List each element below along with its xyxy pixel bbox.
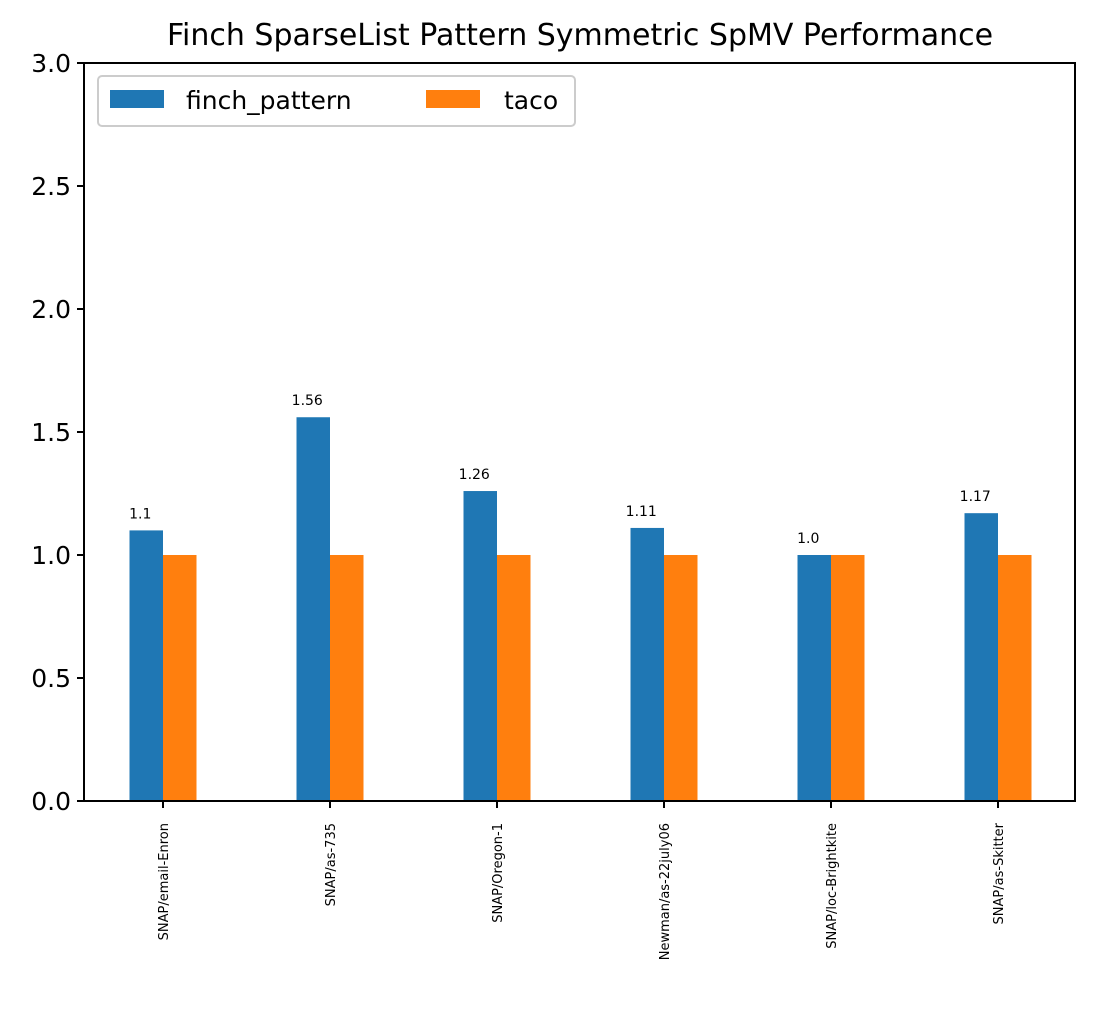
y-tick-label: 2.0: [31, 295, 71, 324]
bar-taco-4: [831, 555, 865, 801]
legend-swatch-taco: [426, 90, 480, 108]
x-tick-label: SNAP/as-735: [324, 823, 339, 906]
bar-finch-pattern-1: [296, 417, 330, 801]
bar-finch-pattern-5: [964, 513, 998, 801]
bar-finch-pattern-2: [463, 491, 497, 801]
y-tick-label: 0.5: [31, 664, 71, 693]
bar-finch-pattern-0: [129, 530, 163, 801]
legend-swatch-finch-pattern: [110, 90, 164, 108]
data-label: 1.56: [292, 393, 323, 409]
data-label: 1.17: [960, 489, 991, 505]
y-tick-label: 2.5: [31, 172, 71, 201]
x-tick-label: SNAP/email-Enron: [157, 823, 172, 940]
y-tick-label: 1.0: [31, 541, 71, 570]
axes-frame: [83, 62, 1076, 802]
bar-finch-pattern-4: [797, 555, 831, 801]
bar-finch-pattern-3: [630, 527, 664, 801]
data-label: 1.0: [797, 531, 819, 547]
bar-taco-2: [497, 555, 531, 801]
x-tick-label: SNAP/Oregon-1: [491, 823, 506, 923]
legend-label-taco: taco: [504, 86, 558, 115]
bar-taco-5: [998, 555, 1032, 801]
y-tick-label: 3.0: [31, 49, 71, 78]
y-tick-label: 1.5: [31, 418, 71, 447]
x-tick-label: SNAP/loc-Brightkite: [825, 823, 840, 949]
x-tick-label: SNAP/as-Skitter: [992, 822, 1007, 924]
x-tick-label: Newman/as-22july06: [658, 823, 673, 960]
x-axis: SNAP/email-Enron SNAP/as-735 SNAP/Oregon-1…: [157, 801, 1007, 960]
legend-label-finch-pattern: finch_pattern: [186, 86, 352, 115]
data-label: 1.1: [129, 506, 151, 522]
y-tick-label: 0.0: [31, 787, 71, 816]
data-label: 1.11: [626, 504, 657, 520]
bar-taco-0: [163, 555, 197, 801]
data-label: 1.26: [459, 467, 490, 483]
chart-title: Finch SparseList Pattern Symmetric SpMV …: [167, 18, 993, 53]
legend-frame: [97, 75, 576, 127]
plot-area: 1.1 1.56 1.26 1.11 1.0 1.17: [129, 393, 1032, 801]
legend: finch_pattern taco: [97, 75, 576, 127]
y-axis: 0.0 0.5 1.0 1.5 2.0 2.5 3.0: [31, 49, 84, 816]
bar-taco-3: [664, 555, 698, 801]
bar-taco-1: [330, 555, 364, 801]
